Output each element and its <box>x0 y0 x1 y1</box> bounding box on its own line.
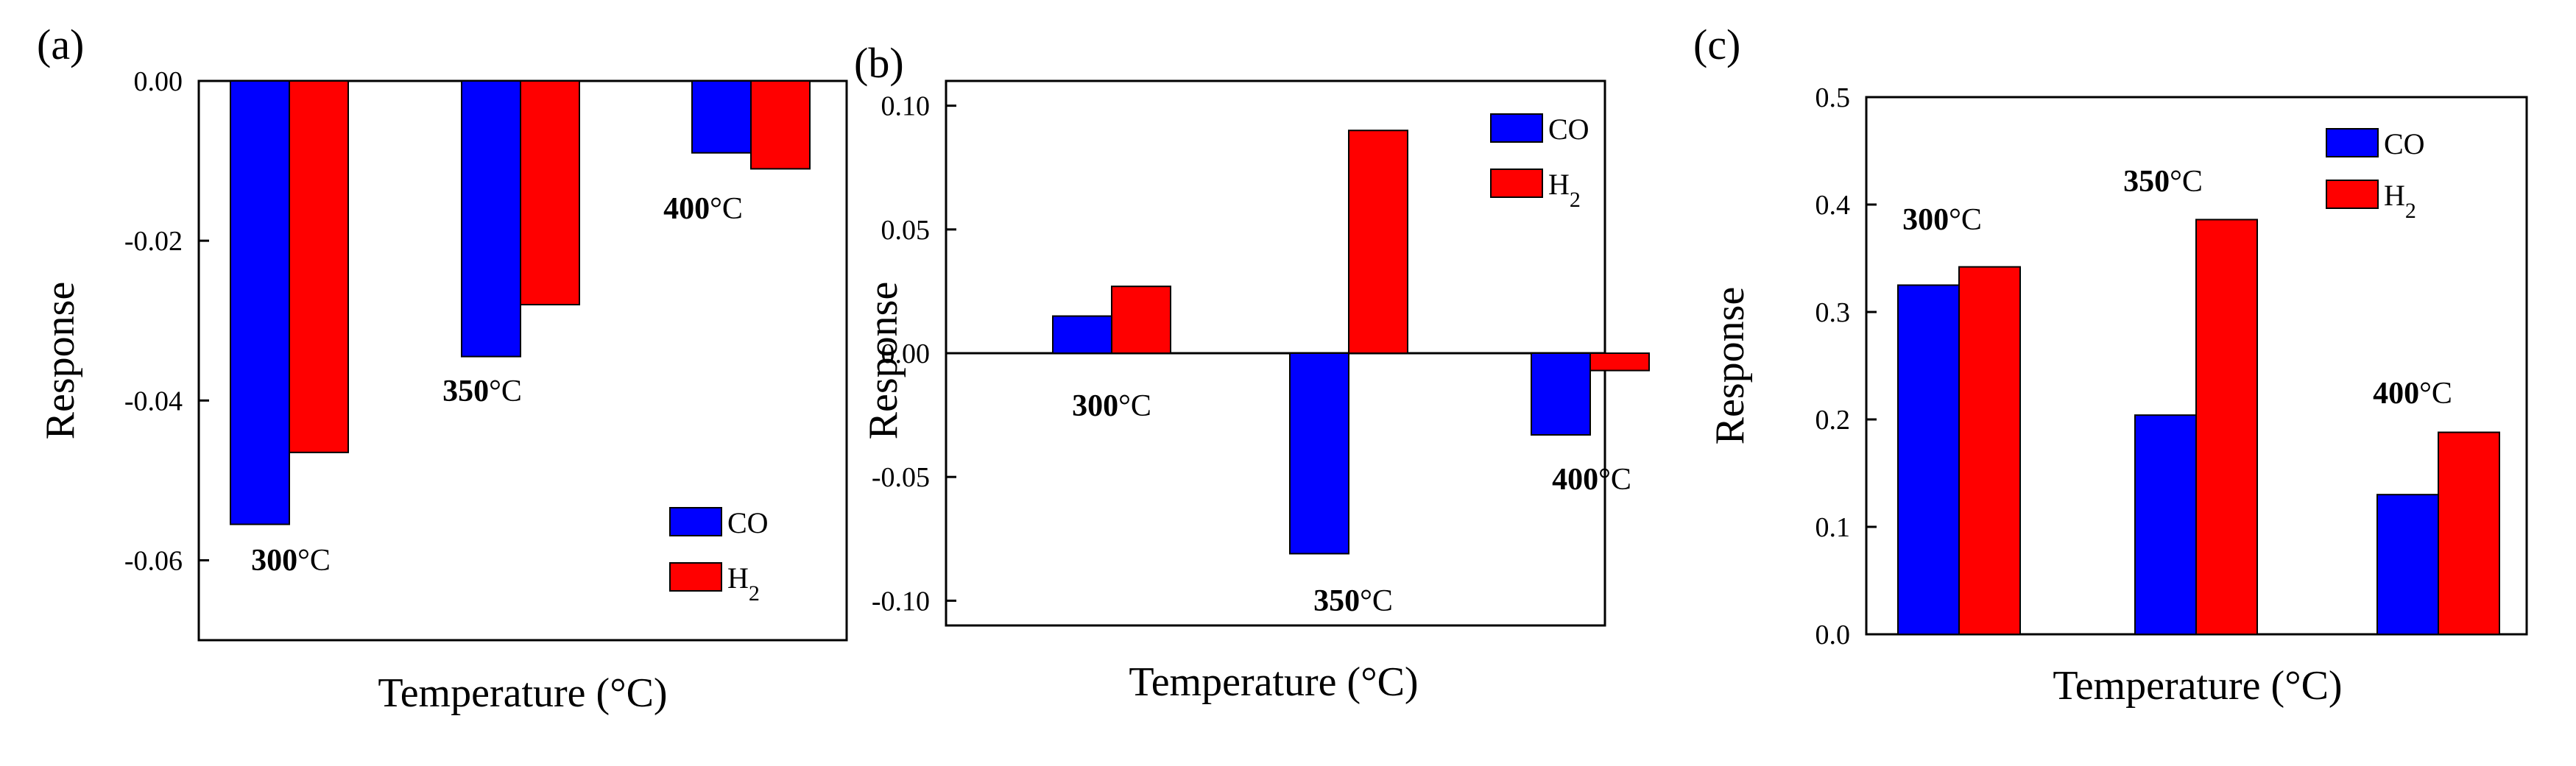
y-tick-label: -0.10 <box>872 586 930 617</box>
annotation-temp: 300 <box>251 544 297 578</box>
y-tick-label: 0.05 <box>881 215 931 246</box>
legend-subscript: 2 <box>749 581 760 606</box>
legend-subscript: 2 <box>2405 199 2416 223</box>
bar-co-3 <box>691 80 752 154</box>
annotation-temp: 400 <box>2373 377 2419 411</box>
legend-label-h2: H2 <box>727 561 760 606</box>
temperature-annotation: 350°C <box>1313 584 1393 618</box>
bar-h2-3 <box>1589 352 1650 372</box>
temperature-annotation: 400°C <box>2373 377 2452 411</box>
temperature-annotation: 300°C <box>251 544 331 578</box>
bar-h2-2 <box>1348 130 1408 354</box>
annotation-unit: °C <box>710 192 743 226</box>
annotation-unit: °C <box>1118 389 1151 423</box>
legend-swatch-h2 <box>1490 169 1543 198</box>
bar-co-3 <box>1531 352 1591 436</box>
x-axis-title: Temperature (°C) <box>2053 663 2342 709</box>
y-tick-label: -0.04 <box>124 386 183 416</box>
bar-co-2 <box>1289 352 1349 555</box>
legend-swatch-co <box>669 507 722 536</box>
legend-h: H <box>2384 179 2405 212</box>
legend-swatch-co <box>1490 113 1543 143</box>
temperature-annotation: 350°C <box>2123 165 2203 199</box>
bar-h2-2 <box>2195 219 2258 635</box>
legend-swatch-co <box>2326 128 2379 157</box>
bar-h2-3 <box>2438 431 2500 636</box>
y-axis-title: Response <box>861 282 906 440</box>
bar-co-1 <box>230 80 290 525</box>
legend-label-h2: H2 <box>2384 179 2416 223</box>
y-tick-label: -0.06 <box>124 545 183 576</box>
temperature-annotation: 400°C <box>663 192 743 226</box>
y-tick-label: 0.00 <box>134 66 183 97</box>
annotation-unit: °C <box>1598 463 1631 497</box>
y-tick-label: 0.4 <box>1815 190 1851 221</box>
y-tick-label: 0.00 <box>881 338 931 369</box>
annotation-temp: 350 <box>1313 584 1360 618</box>
y-tick-label: 0.5 <box>1815 82 1851 113</box>
annotation-temp: 350 <box>442 375 489 408</box>
annotation-temp: 400 <box>1552 463 1598 497</box>
annotation-unit: °C <box>297 544 331 578</box>
y-tick-label: -0.02 <box>124 226 183 257</box>
annotation-temp: 300 <box>1072 389 1118 423</box>
bar-co-1 <box>1052 315 1112 354</box>
panel-a: (a)0.00-0.02-0.04-0.06 300°C350°C400°CCOH… <box>37 21 848 716</box>
annotation-unit: °C <box>489 375 522 408</box>
y-tick-label: 0.10 <box>881 91 931 122</box>
y-tick-label: 0.1 <box>1815 512 1851 543</box>
bar-co-2 <box>461 80 521 358</box>
bar-h2-1 <box>289 80 349 453</box>
y-tick-label: 0.0 <box>1815 620 1851 650</box>
panel-b: (b)0.100.050.00-0.05-0.10300°C350°C400°C… <box>854 39 1650 705</box>
legend-label-co: CO <box>2384 127 2425 160</box>
y-tick-label: -0.05 <box>872 462 930 493</box>
annotation-unit: °C <box>1949 203 1982 237</box>
annotation-temp: 400 <box>663 192 710 226</box>
legend-subscript: 2 <box>1570 188 1581 212</box>
bar-h2-1 <box>1958 266 2021 635</box>
annotation-temp: 350 <box>2123 165 2170 199</box>
legend-label-co: CO <box>1548 113 1589 146</box>
y-axis-title: Response <box>1707 287 1753 445</box>
y-axis-title: Response <box>38 282 83 440</box>
bar-co-3 <box>2376 494 2439 636</box>
bar-h2-2 <box>520 80 580 305</box>
annotation-unit: °C <box>2170 165 2203 199</box>
panel-c: (c)0.50.40.30.20.10.0300°C350°C400°CCOH2… <box>1693 21 2528 709</box>
bar-h2-1 <box>1111 286 1171 355</box>
y-tick-label: 0.3 <box>1815 297 1851 328</box>
panel-label: (b) <box>854 39 904 87</box>
temperature-annotation: 300°C <box>1072 389 1151 423</box>
bar-h2-3 <box>750 80 811 170</box>
legend-swatch-h2 <box>2326 180 2379 209</box>
y-tick-label: 0.2 <box>1815 405 1851 436</box>
legend-label-h2: H2 <box>1548 168 1581 212</box>
legend-h: H <box>1548 168 1570 201</box>
annotation-unit: °C <box>2419 377 2452 411</box>
annotation-unit: °C <box>1360 584 1393 618</box>
temperature-annotation: 300°C <box>1902 203 1982 237</box>
bar-co-2 <box>2134 414 2197 635</box>
legend-swatch-h2 <box>669 562 722 592</box>
temperature-annotation: 400°C <box>1552 463 1631 497</box>
annotation-temp: 300 <box>1902 203 1949 237</box>
panel-label: (a) <box>37 21 84 68</box>
bar-co-1 <box>1897 284 1960 635</box>
panel-label: (c) <box>1693 21 1740 68</box>
temperature-annotation: 350°C <box>442 375 522 408</box>
legend-h: H <box>727 561 749 595</box>
x-axis-title: Temperature (°C) <box>378 670 667 716</box>
legend-label-co: CO <box>727 506 769 539</box>
x-axis-title: Temperature (°C) <box>1129 659 1418 705</box>
